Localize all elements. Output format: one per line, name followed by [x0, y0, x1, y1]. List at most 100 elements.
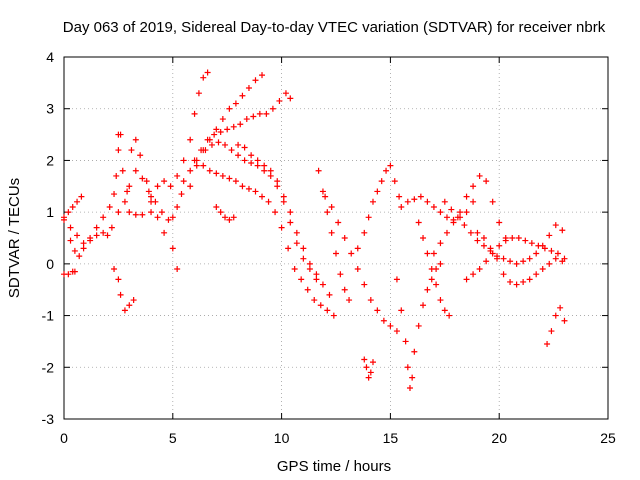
data-point-13-5 — [267, 167, 274, 174]
data-point-13-6 — [274, 178, 281, 185]
data-point-17-1 — [361, 229, 368, 236]
data-point-23-0 — [463, 276, 470, 283]
data-point-5-10 — [169, 245, 176, 252]
data-point-14-0 — [315, 167, 322, 174]
data-point-11-3 — [222, 141, 229, 148]
data-point-19-6 — [437, 209, 444, 216]
data-point-24-8 — [526, 276, 533, 283]
data-point-1-9 — [115, 209, 122, 216]
y-tick-label-0: -3 — [42, 411, 55, 427]
data-point-21-9 — [489, 198, 496, 205]
data-point-9-4 — [213, 126, 220, 133]
chart-title: Day 063 of 2019, Sidereal Day-to-day VTE… — [63, 19, 606, 36]
y-tick-label-4: 1 — [46, 204, 54, 220]
data-point-8-10 — [245, 185, 252, 192]
data-point-8-18 — [298, 276, 305, 283]
data-point-20-4 — [433, 281, 440, 288]
data-point-6-8 — [174, 203, 181, 210]
data-point-8-6 — [219, 172, 226, 179]
data-point-17-6 — [383, 167, 390, 174]
data-point-10-5 — [224, 126, 231, 133]
data-point-5-11 — [174, 266, 181, 273]
data-point-22-16 — [546, 232, 553, 239]
data-point-8-13 — [265, 198, 272, 205]
data-point-13-4 — [261, 162, 268, 169]
y-tick-label-3: 0 — [46, 256, 54, 272]
data-point-19-7 — [443, 214, 450, 221]
data-point-22-6 — [480, 242, 487, 249]
data-point-1-11 — [126, 209, 133, 216]
data-point-25-0 — [544, 341, 551, 348]
data-point-15-11 — [393, 328, 400, 335]
data-point-17-8 — [391, 178, 398, 185]
data-point-8-16 — [285, 245, 292, 252]
data-point-22-2 — [454, 214, 461, 221]
data-point-7-10 — [204, 69, 211, 76]
data-point-19-0 — [398, 203, 405, 210]
data-point-9-1 — [193, 162, 200, 169]
data-point-25-3 — [557, 304, 564, 311]
data-point-25-1 — [548, 328, 555, 335]
data-point-22-5 — [474, 237, 481, 244]
data-point-20-1 — [420, 235, 427, 241]
data-point-6-3 — [145, 188, 152, 195]
data-point-18-8 — [420, 302, 427, 309]
data-point-8-7 — [226, 175, 233, 182]
data-point-1-14 — [148, 209, 155, 216]
data-point-6-2 — [139, 175, 146, 182]
y-tick-label-5: 2 — [46, 152, 54, 168]
data-point-8-14 — [272, 209, 279, 216]
data-point-16-1 — [363, 364, 370, 371]
data-point-5-1 — [119, 167, 126, 174]
data-point-9-11 — [259, 72, 266, 79]
data-point-2-1 — [65, 271, 72, 278]
data-point-24-3 — [494, 255, 501, 262]
data-point-14-2 — [324, 209, 331, 216]
data-point-4-2 — [117, 291, 124, 298]
data-point-11-15 — [300, 255, 307, 262]
data-point-10-12 — [269, 105, 276, 112]
data-point-19-4 — [424, 198, 431, 205]
data-point-12-1 — [217, 209, 224, 216]
data-point-24-10 — [539, 266, 546, 273]
data-point-23-8 — [515, 235, 522, 241]
data-point-10-14 — [282, 90, 289, 97]
data-point-11-6 — [241, 157, 248, 164]
data-point-14-3 — [328, 229, 335, 236]
data-point-8-8 — [232, 178, 239, 185]
data-point-19-5 — [430, 203, 437, 210]
data-point-8-12 — [259, 193, 266, 200]
data-point-8-11 — [252, 188, 259, 195]
data-point-13-9 — [293, 229, 300, 236]
data-point-5-5 — [137, 152, 144, 159]
data-point-3-3 — [80, 245, 87, 252]
data-point-15-10 — [387, 322, 394, 329]
data-point-11-17 — [313, 276, 320, 283]
data-point-13-13 — [319, 281, 326, 288]
data-point-24-2 — [487, 245, 494, 252]
data-point-10-7 — [237, 121, 244, 128]
data-point-1-10 — [121, 198, 128, 205]
data-point-0-3 — [74, 198, 81, 205]
data-point-7-2 — [161, 178, 168, 185]
data-point-8-21 — [317, 302, 324, 309]
data-point-10-13 — [276, 97, 283, 104]
data-point-15-2 — [335, 219, 342, 226]
data-point-3-6 — [100, 214, 107, 221]
data-point-22-11 — [513, 260, 520, 267]
data-points — [61, 69, 568, 391]
data-point-14-1 — [319, 188, 326, 195]
data-point-15-8 — [374, 307, 381, 314]
data-point-23-5 — [496, 242, 503, 249]
data-point-23-13 — [548, 247, 555, 254]
data-point-9-7 — [232, 100, 239, 107]
data-point-24-12 — [552, 255, 559, 262]
data-point-23-2 — [476, 266, 483, 273]
data-point-6-1 — [132, 167, 139, 174]
data-point-6-4 — [152, 198, 159, 205]
data-point-8-17 — [291, 266, 298, 273]
data-point-7-7 — [191, 110, 198, 117]
data-point-15-0 — [322, 193, 329, 200]
data-point-24-13 — [559, 258, 566, 265]
